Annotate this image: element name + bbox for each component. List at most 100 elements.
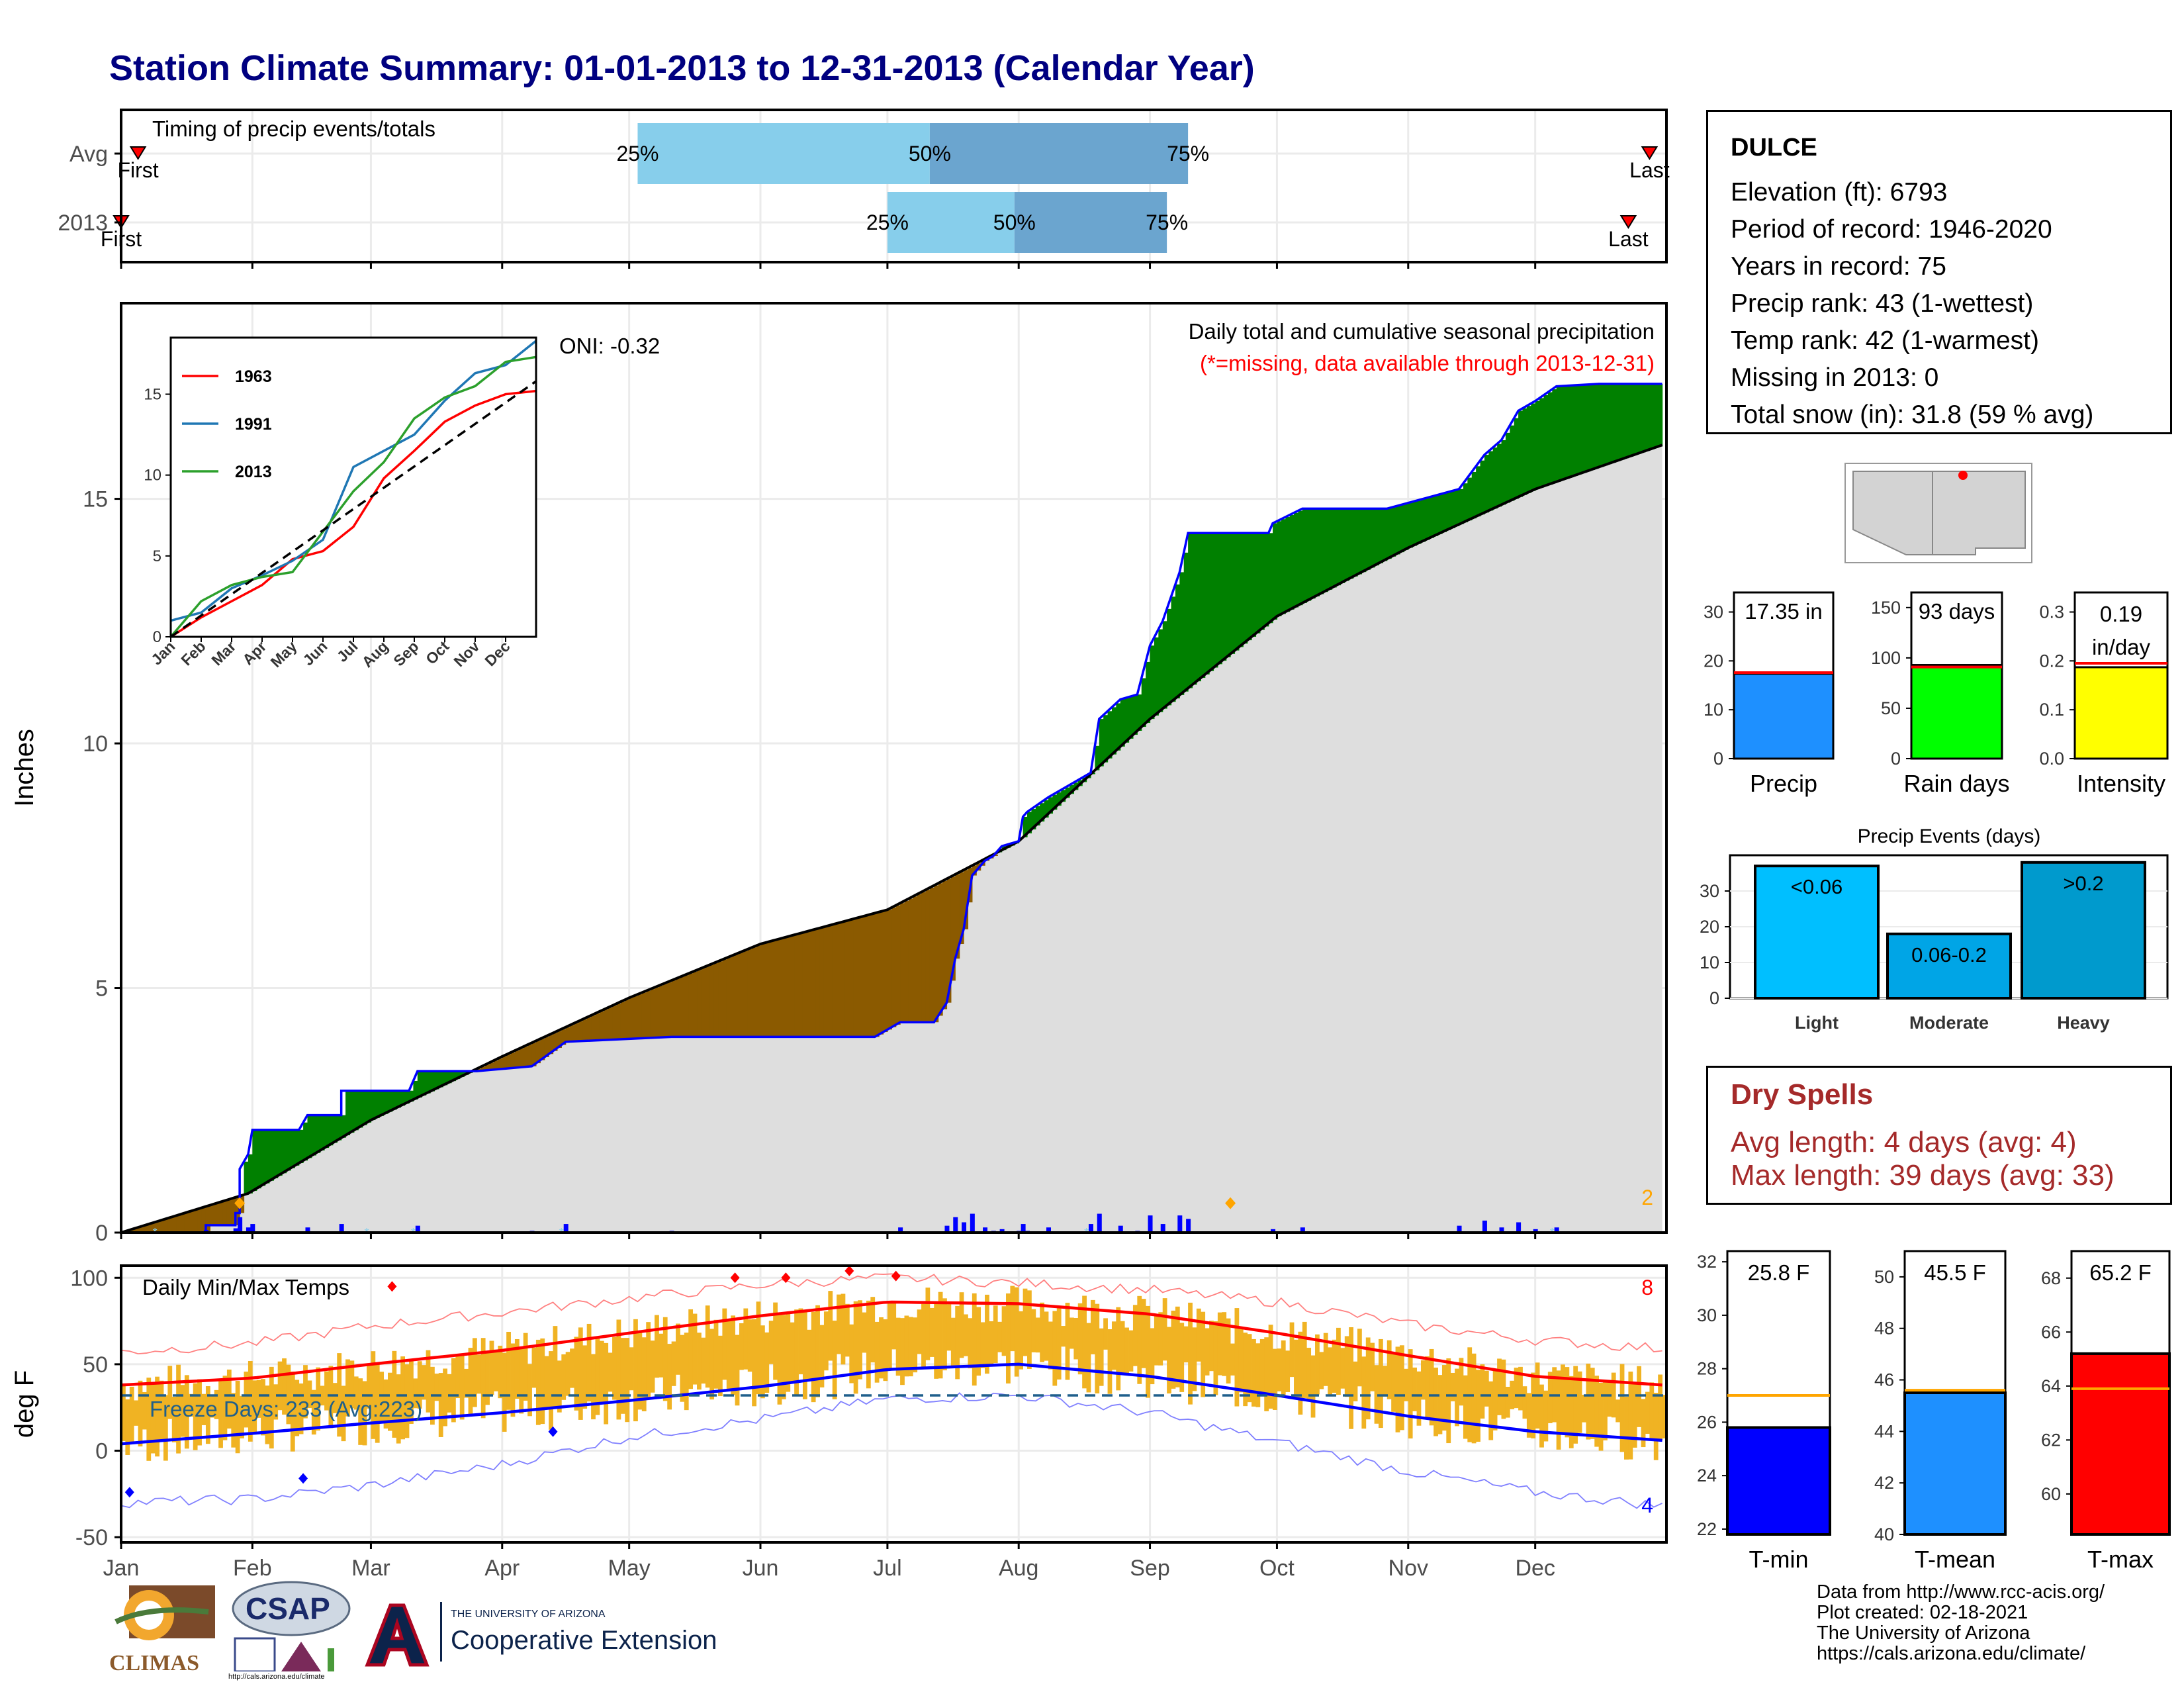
daily-temp-bar [1399, 1345, 1404, 1430]
precip-deficit-fill [688, 973, 694, 1037]
last-label: Last [1608, 227, 1649, 251]
precip-surplus-fill [371, 1090, 376, 1121]
precip-surplus-fill [307, 1115, 312, 1158]
precip-surplus-fill [1154, 637, 1159, 716]
precip-surplus-fill [1171, 596, 1176, 702]
events-bar-label: 0.06-0.2 [1911, 943, 1987, 966]
station-elevation: Elevation (ft): 6793 [1731, 178, 1948, 207]
daily-temp-bar [777, 1312, 782, 1405]
events-y-tick-label: 10 [1700, 953, 1719, 972]
daily-precip-bar [1499, 1227, 1504, 1233]
daily-temp-bar [400, 1356, 406, 1440]
daily-temp-bar [226, 1369, 232, 1429]
precip-deficit-fill [946, 878, 952, 1003]
precip-deficit-fill [786, 937, 791, 1037]
summary-bar-name: Rain days [1903, 770, 2009, 797]
precip-surplus-fill [1552, 389, 1557, 483]
daily-temp-bar [1641, 1399, 1646, 1448]
precip-surplus-fill [1429, 496, 1434, 538]
precip-deficit-fill [743, 951, 749, 1037]
precip-count-label: 2 [1641, 1186, 1653, 1209]
precip-surplus-fill [447, 1071, 452, 1084]
daily-temp-bar [1095, 1303, 1100, 1393]
daily-temp-bar [535, 1339, 541, 1425]
precip-deficit-fill [870, 914, 876, 1037]
precip-surplus-fill [1315, 508, 1320, 596]
daily-temp-bar [629, 1347, 634, 1391]
precip-deficit-fill [205, 1206, 210, 1233]
precip-surplus-fill [316, 1115, 321, 1153]
precip-surplus-fill [1632, 383, 1637, 455]
daily-temp-bar [337, 1353, 342, 1437]
daily-temp-bar [1658, 1374, 1663, 1440]
daily-temp-bar [1061, 1326, 1066, 1347]
precip-surplus-fill [1306, 508, 1312, 601]
precip-surplus-fill [1289, 514, 1295, 610]
daily-temp-bar [891, 1301, 897, 1350]
summary-y-tick-label: 30 [1704, 602, 1723, 622]
daily-temp-bar [1179, 1323, 1185, 1392]
daily-temp-bar [964, 1314, 968, 1356]
daily-temp-bar [895, 1317, 901, 1376]
timing-bar-q2 [929, 123, 1189, 184]
precip-surplus-fill [1653, 383, 1659, 448]
daily-temp-bar [680, 1335, 685, 1402]
precip-surplus-fill [1412, 501, 1418, 546]
temp-summary-bar-T-max [2070, 1352, 2171, 1536]
daily-temp-bar [1637, 1366, 1642, 1427]
timing-p50-label: 50% [909, 142, 951, 165]
precip-surplus-fill [417, 1071, 422, 1098]
precip-surplus-fill [1264, 533, 1269, 627]
precip-deficit-fill [874, 913, 880, 1037]
precip-deficit-fill [739, 953, 744, 1037]
precip-deficit-fill [189, 1211, 194, 1233]
daily-precip-bar [1118, 1225, 1123, 1233]
daily-temp-bar [879, 1317, 884, 1379]
daily-temp-bar [985, 1294, 989, 1374]
precip-y-axis-label: Inches [10, 729, 39, 807]
avg-min-line [120, 1362, 1662, 1446]
daily-temp-bar [641, 1337, 647, 1411]
daily-temp-bar [353, 1376, 359, 1410]
summary-bar-Intensity [2073, 666, 2169, 760]
daily-temp-bar [1111, 1321, 1116, 1370]
daily-temp-bar [210, 1396, 215, 1418]
daily-temp-bar [1543, 1390, 1549, 1442]
summary-value-label: 93 days [1919, 599, 1995, 624]
daily-temp-bar [815, 1305, 820, 1397]
daily-temp-bar [773, 1302, 778, 1380]
daily-temp-bar [1603, 1381, 1608, 1440]
daily-temp-bar [244, 1372, 249, 1428]
precip-surplus-fill [1132, 696, 1138, 735]
precip-deficit-fill [773, 940, 778, 1037]
precip-surplus-fill [1349, 508, 1354, 579]
daily-temp-bar [184, 1375, 189, 1449]
timing-row-label: 2013 [58, 211, 108, 236]
daily-temp-bar [1315, 1334, 1320, 1395]
precip-surplus-fill [1234, 533, 1240, 651]
daily-temp-bar [705, 1305, 710, 1388]
daily-temp-bar [807, 1329, 812, 1382]
daily-temp-bar [493, 1349, 498, 1391]
daily-temp-bar [1319, 1352, 1324, 1389]
arizona-shape [1852, 471, 1933, 555]
precip-surplus-fill [1247, 533, 1252, 641]
daily-temp-bar [1154, 1314, 1159, 1366]
precip-deficit-fill [929, 887, 934, 1023]
precip-surplus-fill [1492, 447, 1498, 509]
summary-y-tick-label: 20 [1704, 651, 1723, 671]
precip-surplus-fill [1259, 533, 1265, 630]
daily-temp-bar [1259, 1338, 1265, 1393]
precip-surplus-fill [1539, 398, 1545, 488]
daily-temp-bar [1619, 1364, 1625, 1452]
precip-surplus-fill [367, 1090, 372, 1123]
daily-temp-bar [1171, 1310, 1176, 1389]
precip-surplus-fill [1547, 392, 1553, 485]
precip-deficit-fill [781, 938, 786, 1037]
daily-temp-bar [925, 1288, 931, 1360]
daily-temp-bar [1073, 1317, 1079, 1360]
daily-temp-bar [904, 1315, 909, 1377]
daily-temp-bar [358, 1378, 363, 1445]
daily-temp-bar [388, 1372, 392, 1431]
precip-deficit-fill [570, 1025, 575, 1042]
